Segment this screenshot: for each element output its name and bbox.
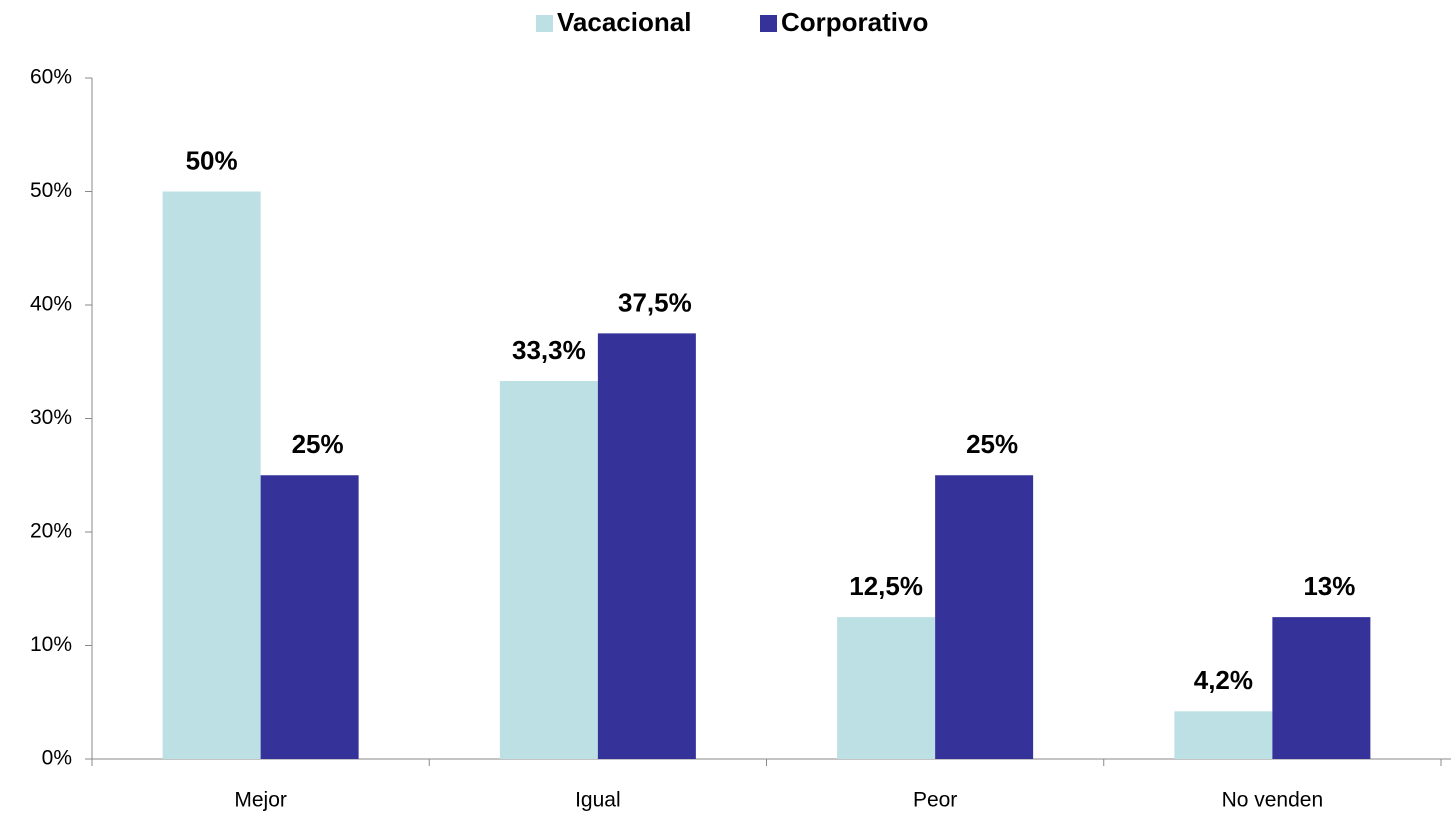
- bar: [1272, 617, 1371, 759]
- y-tick-label: 20%: [30, 520, 72, 543]
- bar: [499, 381, 598, 759]
- bar: [597, 333, 696, 759]
- legend-swatch: [536, 15, 553, 32]
- legend-label: Vacacional: [557, 7, 691, 37]
- y-tick-label: 10%: [30, 633, 72, 656]
- value-label: 4,2%: [1194, 665, 1253, 695]
- value-label: 50%: [186, 145, 238, 175]
- value-label: 37,5%: [618, 287, 692, 317]
- value-label: 12,5%: [849, 571, 923, 601]
- y-tick-label: 30%: [30, 406, 72, 429]
- bar: [162, 191, 261, 759]
- value-label: 25%: [966, 429, 1018, 459]
- value-label: 25%: [292, 429, 344, 459]
- y-tick-label: 60%: [30, 66, 72, 89]
- legend-label: Corporativo: [781, 7, 928, 37]
- y-tick-label: 50%: [30, 179, 72, 202]
- bar: [837, 617, 936, 759]
- bar: [935, 475, 1034, 759]
- value-label: 33,3%: [512, 335, 586, 365]
- bar: [1174, 711, 1273, 759]
- x-tick-label: No venden: [1222, 789, 1324, 812]
- y-tick-label: 0%: [42, 747, 72, 770]
- y-tick-label: 40%: [30, 293, 72, 316]
- x-tick-label: Peor: [913, 789, 957, 812]
- x-tick-label: Igual: [575, 789, 621, 812]
- x-tick-label: Mejor: [234, 789, 287, 812]
- bar: [260, 475, 359, 759]
- value-label: 13%: [1303, 571, 1355, 601]
- legend-swatch: [760, 15, 777, 32]
